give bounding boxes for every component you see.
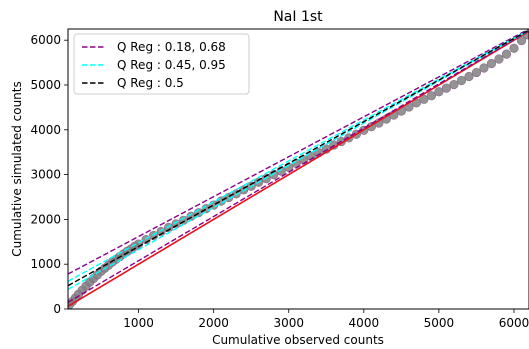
legend: Q Reg : 0.18, 0.68 Q Reg : 0.45, 0.95 Q Re… [73,33,250,95]
plot-frame [67,28,529,310]
scatter-point [501,49,512,59]
y-tick-label: 0 [53,302,61,316]
scatter-point [471,67,482,78]
legend-box [73,33,250,95]
scatter-point [441,83,452,93]
x-tick-label: 3000 [273,316,304,330]
y-tick-label: 5000 [30,78,61,92]
y-tick-label: 2000 [30,212,61,226]
x-tick-label: 4000 [349,316,380,330]
x-tick-label: 5000 [424,316,455,330]
scatter-point [419,94,429,104]
y-axis-label: Cumulative simulated counts [10,81,24,257]
x-axis-label: Cumulative observed counts [212,333,384,347]
x-axis: 1000 2000 3000 4000 5000 6000 [123,309,529,330]
scatter-point [464,71,474,82]
x-tick-label: 6000 [499,316,529,330]
scatter-point [486,58,497,69]
scatter-point [449,79,459,90]
x-tick-label: 2000 [198,316,229,330]
legend-label: Q Reg : 0.18, 0.68 [117,40,226,54]
scatter-point [509,43,519,53]
y-tick-label: 4000 [30,123,61,137]
y-tick-label: 3000 [30,168,61,182]
identity-line [68,30,529,307]
legend-label: Q Reg : 0.45, 0.95 [117,58,226,72]
scatter-point [456,75,467,86]
scatter-point [494,54,504,64]
scatter-point [426,91,436,101]
quantile-regression-line [68,29,529,290]
quantile-regression-line [68,30,529,303]
chart-title: NaI 1st [273,9,323,25]
y-tick-label: 1000 [30,257,61,271]
plot-area [68,29,529,309]
scatter-point [479,63,489,73]
legend-label: Q Reg : 0.5 [117,76,184,90]
x-tick-label: 1000 [123,316,154,330]
y-axis: 0 1000 2000 3000 4000 5000 6000 [30,33,68,316]
scatter-point [434,87,444,97]
y-tick-label: 6000 [30,33,61,47]
quantile-regression-line [68,29,529,275]
